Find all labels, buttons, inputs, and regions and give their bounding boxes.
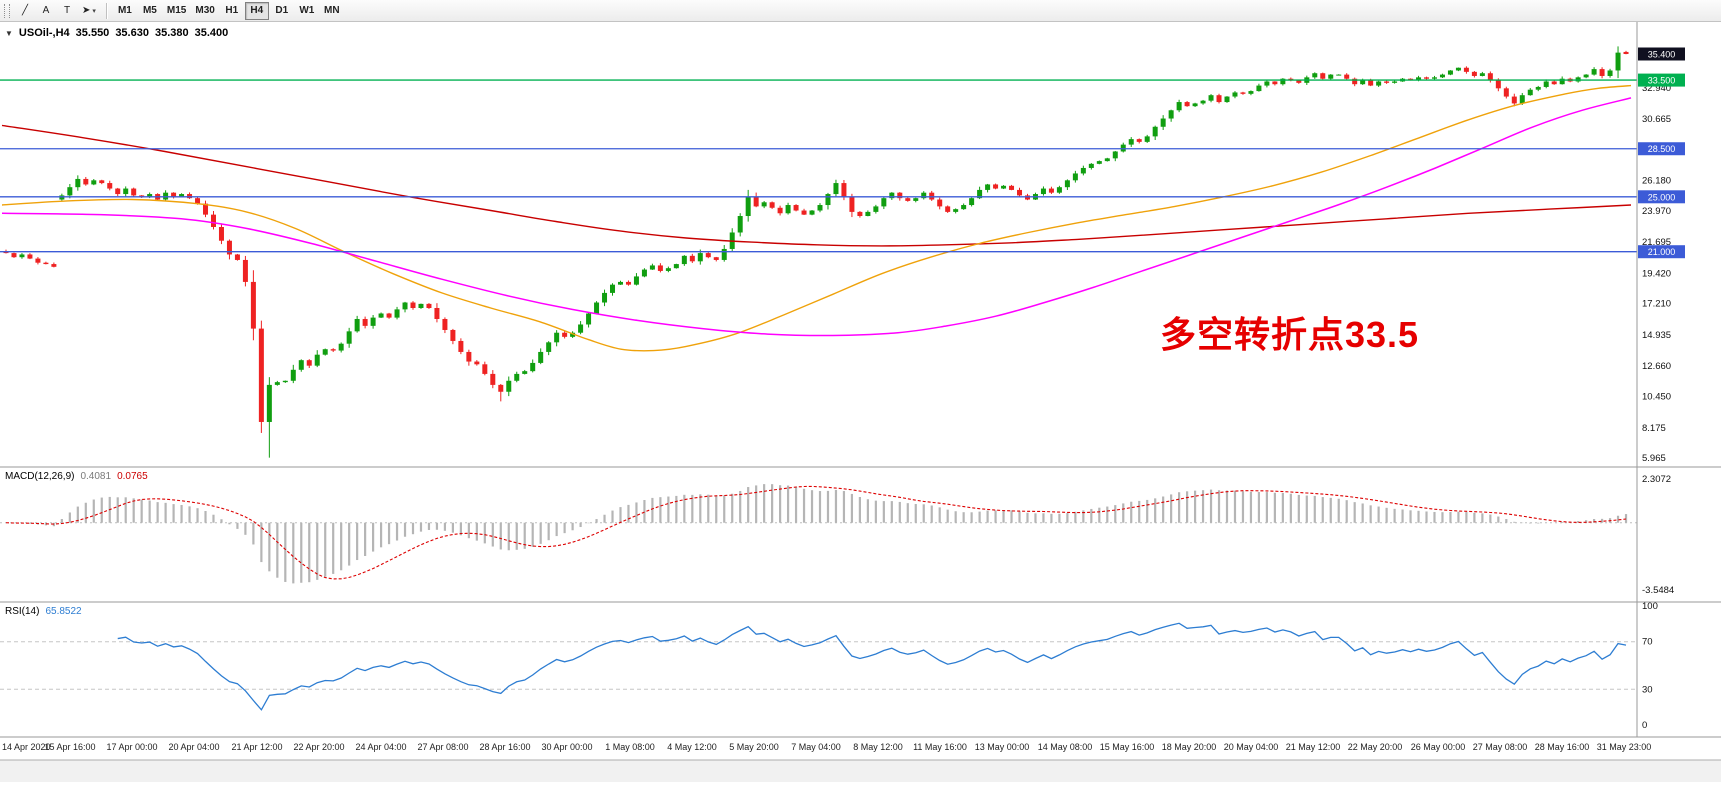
ohlc-open: 35.550: [75, 27, 110, 39]
svg-text:22 May 20:00: 22 May 20:00: [1348, 742, 1403, 752]
svg-text:23.970: 23.970: [1642, 206, 1671, 217]
tool-text-box-button[interactable]: T: [63, 5, 71, 16]
main-toolbar: ╱ A T ➤ ▾ M1 M5 M15 M30 H1 H4 D1 W1 MN: [0, 0, 1721, 22]
svg-text:31 May 23:00: 31 May 23:00: [1597, 742, 1652, 752]
timeframe-h4-button[interactable]: H4: [244, 1, 269, 20]
timeframe-w1-button[interactable]: W1: [299, 5, 315, 16]
svg-text:30 Apr 00:00: 30 Apr 00:00: [541, 742, 592, 752]
svg-text:21.000: 21.000: [1648, 247, 1676, 257]
svg-text:35.400: 35.400: [1648, 50, 1676, 60]
macd-panel: [0, 484, 1637, 584]
svg-text:19.420: 19.420: [1642, 268, 1671, 279]
svg-text:26.180: 26.180: [1642, 176, 1671, 187]
svg-text:15 May 16:00: 15 May 16:00: [1100, 742, 1155, 752]
svg-text:27 Apr 08:00: 27 Apr 08:00: [417, 742, 468, 752]
svg-text:10.450: 10.450: [1642, 392, 1671, 403]
svg-text:4 May 12:00: 4 May 12:00: [667, 742, 717, 752]
svg-text:1 May 08:00: 1 May 08:00: [605, 742, 655, 752]
rsi-indicator-header: RSI(14) 65.8522: [5, 606, 82, 617]
price-axis[interactable]: 32.940 30.665 26.180 23.970 21.695 19.420 17.2…: [1638, 47, 1685, 732]
svg-text:7 May 04:00: 7 May 04:00: [791, 742, 841, 752]
svg-text:17 Apr 00:00: 17 Apr 00:00: [106, 742, 157, 752]
dropdown-caret-icon: ▾: [92, 7, 96, 15]
svg-text:70: 70: [1642, 637, 1653, 648]
timeframe-mn-button[interactable]: MN: [324, 5, 340, 16]
rsi-panel: [0, 622, 1637, 711]
svg-text:13 May 00:00: 13 May 00:00: [975, 742, 1030, 752]
candlesticks: [3, 46, 1629, 458]
ma-magenta-line: [1, 97, 1632, 337]
svg-text:21 Apr 12:00: 21 Apr 12:00: [231, 742, 282, 752]
tool-arrow-button[interactable]: ➤ ▾: [82, 5, 96, 16]
svg-text:8 May 12:00: 8 May 12:00: [853, 742, 903, 752]
svg-text:30.665: 30.665: [1642, 114, 1671, 125]
panel-frame: [0, 22, 1721, 738]
timeframe-m15-button[interactable]: M15: [166, 5, 187, 16]
macd-main-value: 0.4081: [80, 471, 112, 482]
svg-text:28.500: 28.500: [1648, 144, 1676, 154]
svg-text:0: 0: [1642, 720, 1647, 731]
svg-text:24 Apr 04:00: 24 Apr 04:00: [355, 742, 406, 752]
timeframe-d1-button[interactable]: D1: [275, 5, 289, 16]
macd-label: MACD(12,26,9): [5, 471, 75, 482]
svg-text:14 Apr 2020: 14 Apr 2020: [2, 742, 51, 752]
svg-text:-3.5484: -3.5484: [1642, 585, 1674, 596]
svg-text:15 Apr 16:00: 15 Apr 16:00: [44, 742, 95, 752]
ohlc-high: 35.630: [115, 27, 149, 39]
svg-text:28 May 16:00: 28 May 16:00: [1535, 742, 1590, 752]
one-click-collapse-icon[interactable]: ▼: [5, 28, 13, 38]
toolbar-separator: [105, 2, 107, 19]
svg-text:17.210: 17.210: [1642, 299, 1671, 310]
svg-text:21 May 12:00: 21 May 12:00: [1286, 742, 1341, 752]
svg-text:33.500: 33.500: [1648, 76, 1676, 86]
chart-text-annotation: 多空转折点33.5: [1160, 314, 1420, 355]
svg-text:26 May 00:00: 26 May 00:00: [1411, 742, 1466, 752]
symbol-title: USOil-,H4: [18, 27, 70, 39]
drawing-tools-group: ╱ A T ➤ ▾: [15, 2, 100, 20]
ohlc-low: 35.380: [154, 27, 189, 39]
macd-signal-value: 0.0765: [117, 471, 148, 482]
svg-text:100: 100: [1642, 601, 1658, 612]
timeframe-h1-button[interactable]: H1: [225, 5, 239, 16]
svg-text:28 Apr 16:00: 28 Apr 16:00: [479, 742, 530, 752]
svg-text:11 May 16:00: 11 May 16:00: [913, 742, 967, 752]
svg-text:5 May 20:00: 5 May 20:00: [729, 742, 779, 752]
svg-text:20 May 04:00: 20 May 04:00: [1224, 742, 1279, 752]
timeframe-m5-button[interactable]: M5: [142, 5, 157, 16]
ma-orange-line: [1, 84, 1632, 352]
rsi-label: RSI(14): [5, 606, 40, 617]
macd-indicator-header: MACD(12,26,9) 0.4081 0.0765: [5, 471, 148, 482]
svg-text:20 Apr 04:00: 20 Apr 04:00: [168, 742, 219, 752]
tool-text-label-button[interactable]: A: [42, 5, 50, 16]
chart-window: 32.940 30.665 26.180 23.970 21.695 19.420 17.2…: [0, 22, 1721, 782]
svg-text:27 May 08:00: 27 May 08:00: [1473, 742, 1528, 752]
horizontal-line-objects[interactable]: [0, 79, 1637, 253]
svg-text:5.965: 5.965: [1642, 453, 1666, 464]
status-strip: [0, 759, 1721, 782]
svg-text:14 May 08:00: 14 May 08:00: [1038, 742, 1093, 752]
ma-red-slow-line: [1, 124, 1632, 247]
rsi-value: 65.8522: [45, 606, 82, 617]
timeframes-group: M1 M5 M15 M30 H1 H4 D1 W1 MN: [113, 1, 344, 20]
svg-text:2.3072: 2.3072: [1642, 474, 1671, 485]
tool-trendline-button[interactable]: ╱: [21, 5, 29, 16]
svg-text:22 Apr 20:00: 22 Apr 20:00: [293, 742, 344, 752]
svg-text:21.695: 21.695: [1642, 237, 1671, 248]
ohlc-close: 35.400: [194, 27, 229, 39]
svg-text:8.175: 8.175: [1642, 423, 1666, 434]
toolbar-grip[interactable]: [4, 3, 10, 18]
chart-canvas[interactable]: 32.940 30.665 26.180 23.970 21.695 19.420 17.2…: [0, 22, 1721, 782]
svg-text:14.935: 14.935: [1642, 330, 1671, 341]
svg-text:18 May 20:00: 18 May 20:00: [1162, 742, 1217, 752]
svg-text:30: 30: [1642, 684, 1653, 695]
svg-text:25.000: 25.000: [1648, 192, 1676, 202]
timeframe-m1-button[interactable]: M1: [117, 5, 132, 16]
svg-text:12.660: 12.660: [1642, 361, 1671, 372]
svg-text:32.940: 32.940: [1642, 83, 1671, 94]
timeframe-m30-button[interactable]: M30: [195, 5, 215, 16]
symbol-ohlc-header: ▼ USOil-,H4 35.550 35.630 35.380 35.400: [5, 27, 228, 39]
